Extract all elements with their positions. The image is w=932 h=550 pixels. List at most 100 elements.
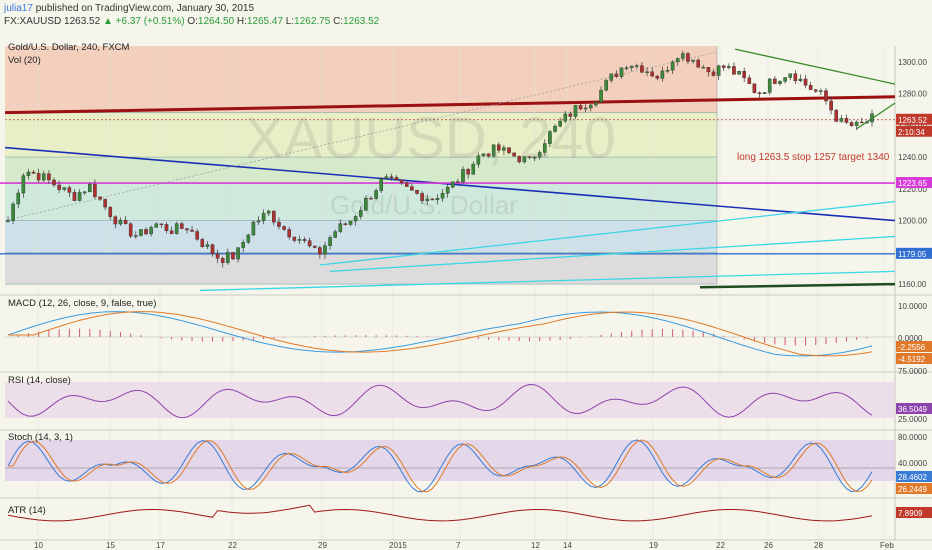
- low-label: L:: [285, 16, 295, 27]
- candle-body: [144, 229, 148, 235]
- time-tick-label: 29: [318, 541, 327, 550]
- candle-body: [6, 220, 10, 222]
- cyan-trendline: [329, 235, 896, 273]
- rsi-tag-label: 36.5049: [898, 405, 927, 414]
- candle-body: [767, 78, 772, 93]
- candle-body: [87, 183, 92, 193]
- resistance-trendline: [4, 95, 896, 115]
- stoch-tag-label: 26.2449: [898, 485, 927, 494]
- candle-body: [67, 187, 72, 193]
- candle-body: [435, 198, 440, 200]
- close-value: 1263.52: [343, 16, 380, 27]
- stoch-tag-box: [896, 471, 932, 482]
- macd-line: [7, 311, 873, 357]
- candle-body: [108, 206, 113, 217]
- candle-body: [62, 187, 67, 190]
- candle-body: [670, 61, 675, 71]
- candle-body: [185, 228, 189, 231]
- candle-body: [737, 71, 741, 75]
- publisher-line: julia17 published on TradingView.com, Ja…: [4, 2, 379, 15]
- candle-body: [788, 73, 793, 78]
- candle-body: [624, 67, 629, 69]
- candle-body: [353, 216, 358, 222]
- price-tag-label: 1263.52: [898, 116, 927, 125]
- candle-body: [113, 216, 118, 225]
- candle-body: [594, 102, 598, 106]
- dark-trendline: [699, 282, 896, 289]
- symbol-label[interactable]: FX:XAUUSD: [4, 16, 62, 27]
- candle-body: [808, 85, 813, 90]
- candle-body: [11, 203, 15, 221]
- time-tick-label: 22: [716, 541, 725, 550]
- candle-body: [374, 190, 378, 199]
- candle-body: [36, 173, 41, 181]
- stoch-title: Stoch (14, 3, 1): [8, 432, 73, 443]
- candle-body: [650, 71, 654, 77]
- candle-body: [297, 239, 302, 241]
- candle-body: [471, 164, 476, 175]
- candle-body: [696, 59, 700, 68]
- candle-body: [236, 247, 240, 260]
- candle-body: [819, 90, 823, 92]
- candle-body: [619, 67, 624, 77]
- time-tick-label: 14: [563, 541, 572, 550]
- candle-body: [839, 118, 844, 122]
- candle-body: [583, 107, 588, 110]
- cyan-trendline: [199, 270, 896, 292]
- candle-body: [256, 220, 261, 223]
- fib-band: [5, 220, 717, 253]
- candle-body: [752, 83, 757, 94]
- macd-tick-label: 10.0000: [898, 302, 927, 311]
- candle-body: [532, 157, 537, 159]
- candle-body: [491, 144, 496, 157]
- candle-body: [302, 239, 307, 241]
- candle-body: [41, 173, 46, 181]
- candle-body: [686, 53, 690, 62]
- candle-body: [415, 190, 419, 194]
- high-value: 1265.47: [246, 16, 284, 27]
- rsi-title: RSI (14, close): [8, 375, 71, 386]
- price-tag-label: 2:10:34: [898, 128, 925, 137]
- candle-body: [732, 66, 736, 75]
- time-tick-label: 10: [34, 541, 43, 550]
- candle-body: [527, 156, 532, 158]
- candle-body: [553, 125, 557, 132]
- candle-body: [220, 258, 225, 263]
- macd-tag-box: [896, 353, 932, 364]
- candle-body: [640, 65, 644, 73]
- price-tick-label: 1160.00: [898, 280, 927, 289]
- candle-body: [338, 223, 343, 232]
- candle-body: [205, 244, 210, 247]
- candle-body: [706, 67, 711, 73]
- publisher-name[interactable]: julia17: [4, 3, 33, 14]
- candle-body: [486, 153, 491, 157]
- trade-annotation[interactable]: long 1263.5 stop 1257 target 1340: [737, 152, 890, 163]
- candle-body: [844, 118, 849, 123]
- descending-trendline: [4, 146, 896, 222]
- wedge-upper-line: [734, 48, 896, 85]
- name-watermark: Gold/U.S. Dollar: [330, 190, 518, 220]
- fib-band: [5, 157, 717, 184]
- candle-body: [614, 73, 619, 77]
- candle-body: [410, 186, 414, 191]
- candle-body: [476, 155, 481, 165]
- stoch-tag-label: 28.4602: [898, 473, 927, 482]
- macd-title: MACD (12, 26, close, 9, false, true): [8, 298, 157, 309]
- candle-body: [430, 198, 435, 201]
- candle-body: [747, 77, 752, 84]
- candle-body: [292, 236, 297, 241]
- candle-body: [645, 71, 649, 73]
- candle-body: [716, 65, 721, 76]
- candle-body: [778, 81, 782, 84]
- symbol-watermark: XAUUSD, 240: [245, 106, 616, 171]
- atr-title: ATR (14): [8, 505, 46, 516]
- candle-body: [118, 219, 123, 225]
- time-tick-label: 28: [814, 541, 823, 550]
- candle-body: [128, 223, 133, 237]
- candle-body: [190, 229, 194, 232]
- candle-body: [31, 171, 36, 174]
- price-tag-label: 1179.05: [898, 250, 927, 259]
- price-tag-box: [896, 177, 932, 189]
- candle-body: [854, 121, 859, 126]
